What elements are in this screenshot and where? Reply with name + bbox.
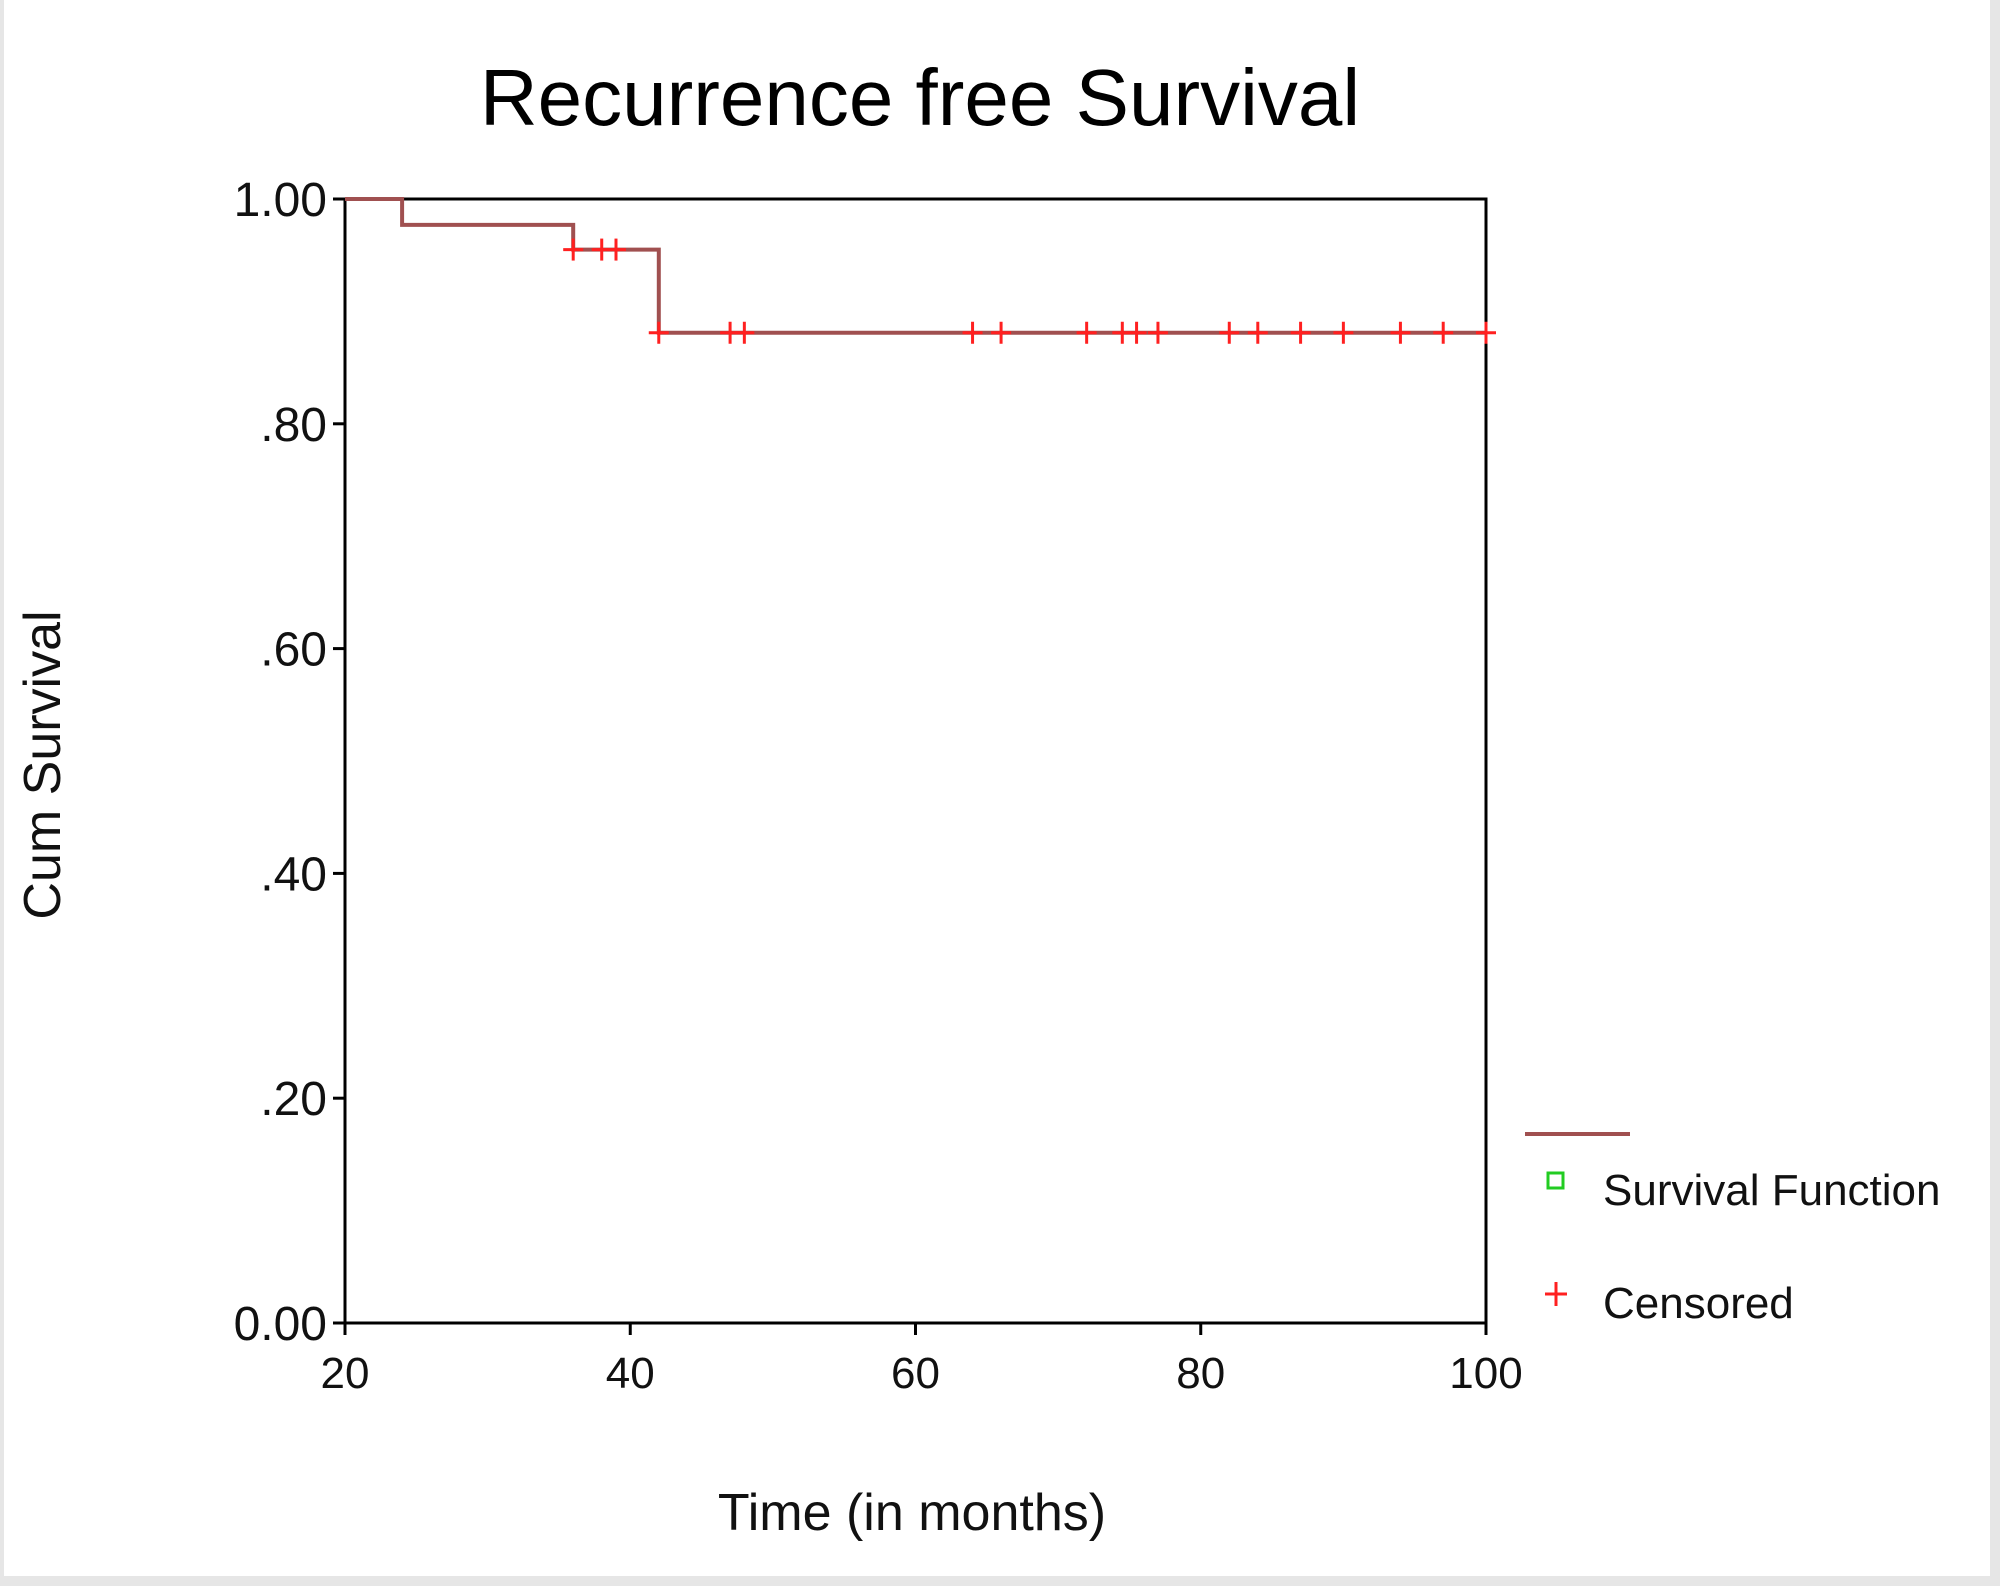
legend: Survival Function Censored: [1525, 1132, 1940, 1328]
y-axis-label: Cum Survival: [14, 610, 72, 919]
censored-marker: [1219, 321, 1240, 344]
censored-marker: [1126, 321, 1147, 344]
censored-marker: [991, 321, 1012, 344]
x-axis-label: Time (in months): [718, 1484, 1106, 1542]
y-tick-label: .60: [260, 624, 327, 677]
censored-marker: [605, 238, 626, 261]
censored-marker: [1433, 321, 1454, 344]
censored-marker: [1390, 321, 1411, 344]
y-axis-ticks: 0.00 .20 .40 .60 .80 1.00: [234, 174, 345, 1351]
legend-censored-plus-icon: [1545, 1282, 1567, 1306]
censored-marker: [1247, 321, 1268, 344]
censored-marker: [563, 238, 584, 261]
censored-markers: [563, 238, 1496, 344]
x-axis-ticks: 20 40 60 80 100: [321, 1323, 1523, 1398]
censored-marker: [1476, 321, 1496, 344]
censored-marker: [962, 321, 983, 344]
censored-marker: [1290, 321, 1311, 344]
censored-marker: [734, 321, 755, 344]
x-tick-label: 20: [321, 1349, 370, 1398]
survival-step-line: [345, 197, 1486, 335]
chart-title: Recurrence free Survival: [480, 53, 1360, 142]
censored-marker: [1076, 321, 1097, 344]
x-tick-label: 60: [891, 1349, 940, 1398]
y-tick-label: .40: [260, 848, 327, 901]
legend-survival-label: Survival Function: [1603, 1166, 1940, 1215]
censored-marker: [1333, 321, 1354, 344]
survival-function-series: [345, 197, 1486, 335]
censored-marker: [1147, 321, 1168, 344]
x-tick-label: 100: [1449, 1349, 1522, 1398]
legend-survival-square-icon: [1546, 1171, 1565, 1190]
censored-marker: [648, 321, 669, 344]
y-tick-label: 0.00: [234, 1298, 327, 1351]
x-tick-label: 80: [1176, 1349, 1225, 1398]
y-tick-label: .20: [260, 1073, 327, 1126]
y-tick-label: .80: [260, 399, 327, 452]
plot-area: [343, 197, 1488, 1325]
x-tick-label: 40: [606, 1349, 655, 1398]
y-tick-label: 1.00: [234, 174, 327, 227]
legend-censored-label: Censored: [1603, 1279, 1794, 1328]
